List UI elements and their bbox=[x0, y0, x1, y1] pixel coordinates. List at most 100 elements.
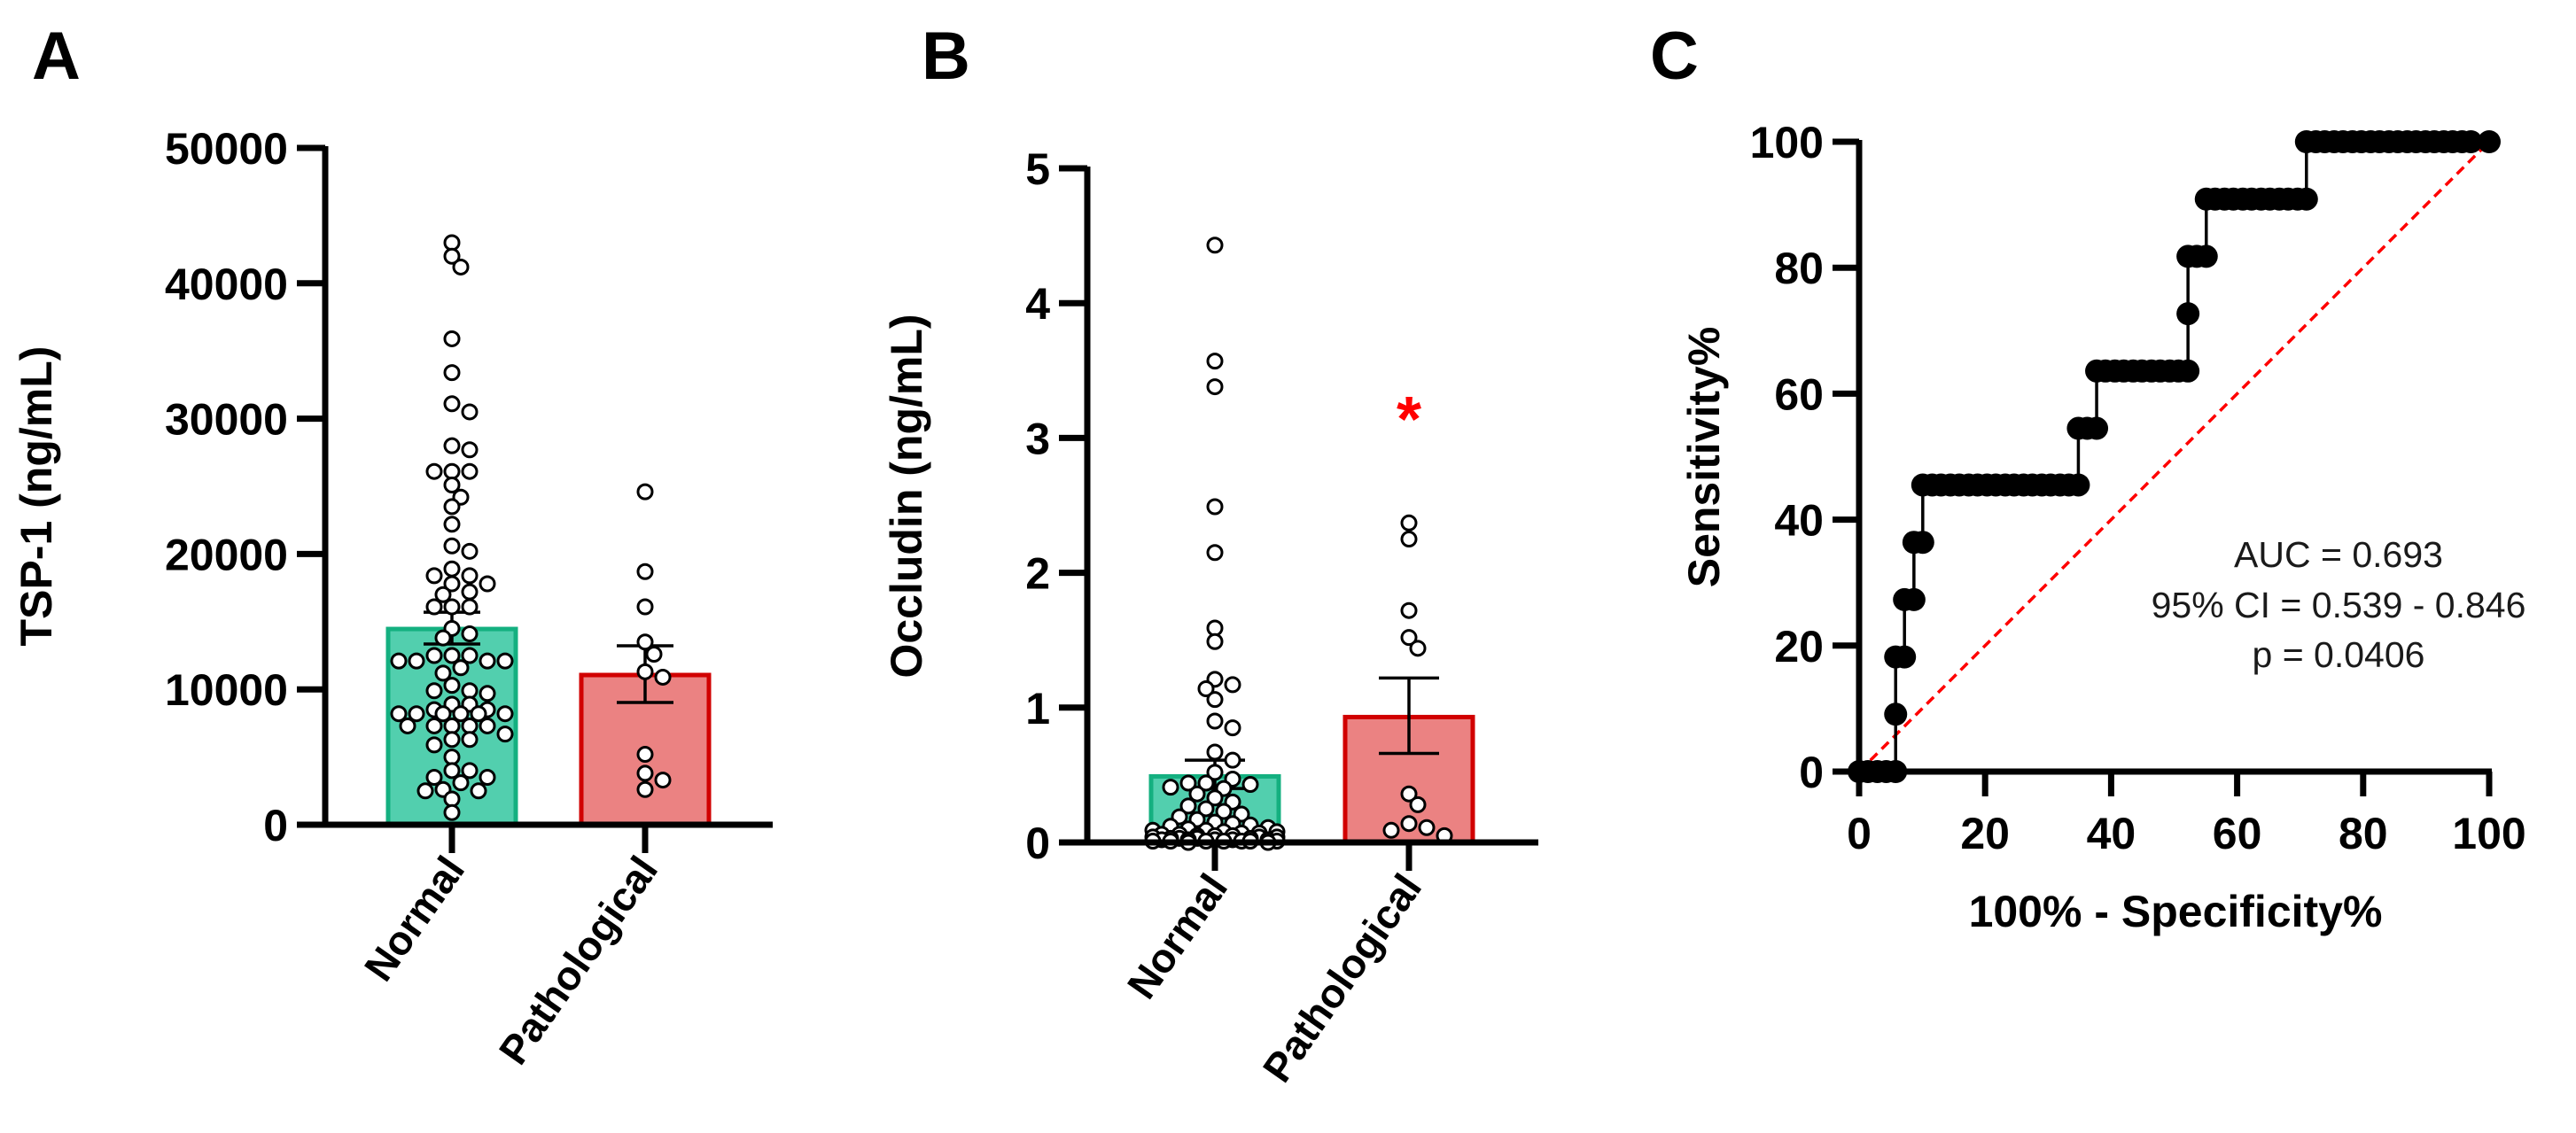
data-point-normal bbox=[1188, 785, 1206, 803]
category-label-pathological: Pathological bbox=[1254, 865, 1430, 1090]
data-point-pathological bbox=[636, 780, 654, 798]
data-point-normal bbox=[1206, 544, 1224, 562]
data-point-normal bbox=[390, 705, 408, 723]
data-point-normal bbox=[479, 575, 496, 593]
data-point-normal bbox=[461, 403, 479, 421]
data-point-normal bbox=[1197, 800, 1215, 818]
data-point-normal bbox=[470, 782, 487, 800]
data-point-normal bbox=[479, 652, 496, 670]
x-tick-label: 100 bbox=[2452, 809, 2525, 858]
data-point-normal bbox=[425, 647, 443, 664]
data-point-normal bbox=[443, 717, 461, 734]
category-label-pathological: Pathological bbox=[490, 848, 666, 1073]
y-tick-label: 4 bbox=[1025, 279, 1050, 329]
data-point-normal bbox=[461, 625, 479, 643]
x-tick-label: 20 bbox=[1960, 809, 2010, 858]
x-tick-label: 80 bbox=[2339, 809, 2388, 858]
reference-diagonal-line bbox=[1857, 140, 2491, 773]
data-point-normal bbox=[425, 682, 443, 700]
data-point-normal bbox=[1215, 803, 1233, 820]
data-point-normal bbox=[390, 652, 408, 670]
panel-b-occludin-bar-chart: B Occludin (ng/mL) 0 1 2 3 4 5 Normal Pathologica… bbox=[882, 19, 1538, 1090]
data-point-normal bbox=[443, 762, 461, 780]
data-point-pathological bbox=[1400, 514, 1418, 532]
data-point-normal bbox=[1206, 632, 1224, 650]
roc-data-point bbox=[2478, 130, 2501, 153]
data-point-normal bbox=[461, 731, 479, 749]
y-tick-label: 40000 bbox=[165, 260, 288, 309]
data-point-normal bbox=[496, 652, 514, 670]
data-point-pathological bbox=[654, 668, 672, 686]
roc-data-point bbox=[1884, 702, 1908, 726]
data-point-normal bbox=[1224, 751, 1241, 769]
y-axis-title: TSP-1 (ng/mL) bbox=[12, 346, 61, 647]
data-point-normal bbox=[1206, 743, 1224, 761]
data-point-normal bbox=[452, 659, 470, 677]
data-point-pathological bbox=[636, 764, 654, 782]
data-point-pathological bbox=[1400, 531, 1418, 548]
data-point-normal bbox=[1206, 789, 1224, 807]
data-point-normal bbox=[461, 583, 479, 601]
data-point-normal bbox=[1206, 237, 1224, 254]
data-point-normal bbox=[425, 769, 443, 787]
data-point-normal bbox=[461, 567, 479, 585]
data-point-normal bbox=[1197, 774, 1215, 792]
data-point-normal bbox=[443, 647, 461, 664]
data-point-pathological bbox=[1409, 640, 1427, 657]
roc-annotation-2: p = 0.0406 bbox=[2253, 634, 2425, 675]
roc-annotation-0: AUC = 0.693 bbox=[2234, 534, 2443, 575]
data-point-normal bbox=[408, 705, 425, 723]
data-point-normal bbox=[461, 542, 479, 560]
data-point-pathological bbox=[1400, 785, 1418, 803]
data-point-normal bbox=[461, 762, 479, 780]
y-tick-label: 10000 bbox=[165, 665, 288, 715]
data-point-normal bbox=[443, 234, 461, 252]
data-point-normal bbox=[1206, 378, 1224, 396]
data-point-normal bbox=[1197, 679, 1215, 697]
data-point-normal bbox=[443, 498, 461, 516]
roc-data-point bbox=[2176, 359, 2200, 383]
data-point-normal bbox=[452, 705, 470, 723]
category-label-normal: Normal bbox=[355, 848, 473, 989]
data-point-normal bbox=[461, 441, 479, 459]
data-point-normal bbox=[434, 705, 452, 723]
data-point-pathological bbox=[1409, 795, 1427, 813]
data-point-normal bbox=[434, 629, 452, 647]
data-point-normal bbox=[452, 774, 470, 792]
y-tick-label: 80 bbox=[1774, 244, 1824, 293]
data-point-normal bbox=[443, 364, 461, 382]
data-point-normal bbox=[443, 437, 461, 454]
roc-data-point bbox=[2194, 244, 2218, 268]
data-point-pathological bbox=[645, 645, 663, 663]
data-point-normal bbox=[470, 705, 487, 723]
data-point-normal bbox=[443, 516, 461, 533]
data-point-normal bbox=[443, 330, 461, 347]
data-point-normal bbox=[425, 462, 443, 480]
data-point-pathological bbox=[636, 746, 654, 764]
data-point-normal bbox=[434, 664, 452, 682]
y-tick-label: 3 bbox=[1025, 414, 1050, 463]
panel-letter: C bbox=[1650, 19, 1699, 94]
data-point-pathological bbox=[1382, 821, 1400, 839]
y-tick-label: 5 bbox=[1025, 144, 1050, 194]
data-point-normal bbox=[425, 736, 443, 754]
data-point-pathological bbox=[1400, 629, 1418, 647]
roc-data-point bbox=[2176, 302, 2200, 326]
roc-data-point bbox=[1884, 760, 1908, 783]
panel-letter: A bbox=[32, 19, 81, 94]
data-point-normal bbox=[1224, 719, 1241, 737]
data-point-normal bbox=[1162, 779, 1179, 796]
y-tick-label: 30000 bbox=[165, 395, 288, 445]
y-axis-title: Occludin (ng/mL) bbox=[882, 314, 931, 678]
x-tick-label: 60 bbox=[2213, 809, 2262, 858]
data-point-normal bbox=[496, 726, 514, 743]
roc-data-point bbox=[1902, 587, 1926, 611]
panel-c-roc-curve: C Sensitivity% 100% - Specificity% 0 20 40 60 8… bbox=[1650, 19, 2526, 936]
y-tick-label: 2 bbox=[1025, 549, 1050, 599]
data-point-pathological bbox=[636, 598, 654, 616]
data-point-normal bbox=[443, 790, 461, 808]
data-point-normal bbox=[408, 652, 425, 670]
y-tick-label: 40 bbox=[1774, 496, 1824, 546]
y-axis-title: Sensitivity% bbox=[1679, 327, 1729, 588]
